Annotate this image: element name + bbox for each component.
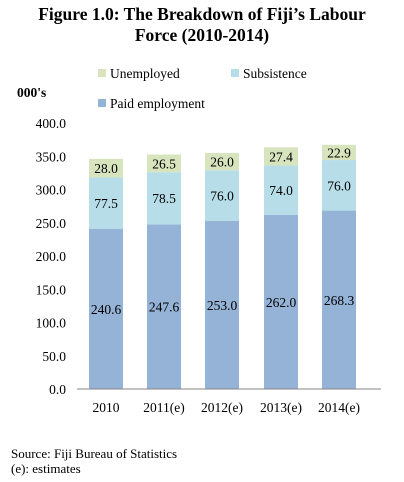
legend-swatch-paid-employment — [98, 99, 106, 107]
data-label-subsistence-2011-e: 78.5 — [152, 191, 176, 206]
bar-series — [89, 144, 356, 389]
source-line: Source: Fiji Bureau of Statistics — [11, 446, 178, 461]
data-label-unemployed-2013-e: 27.4 — [269, 149, 293, 164]
bar-subsistence-2014-e — [322, 160, 356, 211]
y-tick-label-300-0: 300.0 — [36, 183, 67, 198]
data-label-unemployed-2014-e: 22.9 — [327, 145, 351, 160]
bar-unemployed-2010 — [89, 158, 123, 178]
x-tick-label-2010: 2010 — [93, 400, 120, 415]
chart-source-note: Source: Fiji Bureau of Statistics (e): e… — [11, 446, 177, 476]
y-tick-label-250-0: 250.0 — [36, 216, 67, 231]
bar-paid-employment-2010 — [89, 229, 123, 389]
chart-title-line-1: Figure 1.0: The Breakdown of Fiji’s Labo… — [38, 4, 366, 24]
legend-swatch-unemployed — [98, 69, 106, 77]
bar-subsistence-2012-e — [205, 170, 239, 221]
data-label-subsistence-2012-e: 76.0 — [210, 188, 234, 203]
x-axis-ticks: 2010 2011(e) 2012(e) 2013(e) 2014(e) — [93, 400, 360, 415]
bar-subsistence-2011-e — [147, 172, 181, 225]
y-tick-label-150-0: 150.0 — [36, 282, 67, 297]
chart-title: Figure 1.0: The Breakdown of Fiji’s Labo… — [0, 4, 404, 46]
y-tick-label-400-0: 400.0 — [36, 116, 67, 131]
data-label-paid-employment-2014-e: 268.3 — [324, 293, 355, 308]
x-tick-label-2014-e: 2014(e) — [318, 400, 360, 415]
legend-label-unemployed: Unemployed — [110, 66, 180, 81]
bar-data-labels: 240.6 77.5 28.0 247.6 78.5 26.5 253.0 76.0 26.0 2… — [91, 145, 355, 317]
estimates-note: (e): estimates — [11, 461, 81, 476]
y-axis-ticks: 0.0 50.0 100.0 150.0 200.0 250.0 300.0 350.0 400… — [36, 116, 67, 397]
y-tick-label-100-0: 100.0 — [36, 316, 67, 331]
bar-unemployed-2011-e — [147, 154, 181, 173]
y-tick-label-350-0: 350.0 — [36, 149, 67, 164]
data-label-unemployed-2010: 28.0 — [94, 161, 118, 176]
y-tick-label-50-0: 50.0 — [42, 349, 66, 364]
data-label-subsistence-2014-e: 76.0 — [327, 178, 351, 193]
legend-label-paid-employment: Paid employment — [110, 96, 205, 111]
bar-unemployed-2013-e — [264, 147, 298, 166]
bar-paid-employment-2012-e — [205, 220, 239, 389]
x-tick-label-2012-e: 2012(e) — [201, 400, 243, 415]
bar-paid-employment-2011-e — [147, 224, 181, 389]
bar-subsistence-2013-e — [264, 165, 298, 215]
data-label-unemployed-2011-e: 26.5 — [152, 156, 176, 171]
y-tick-label-0-0: 0.0 — [49, 382, 66, 397]
y-axis-unit-label: 000's — [17, 85, 46, 100]
chart-legend: Unemployed Subsistence Paid employment — [98, 66, 307, 111]
chart-title-line-2: Force (2010-2014) — [134, 25, 270, 45]
x-tick-label-2013-e: 2013(e) — [260, 400, 302, 415]
data-label-subsistence-2010: 77.5 — [94, 196, 118, 211]
bar-unemployed-2014-e — [322, 144, 356, 161]
data-label-paid-employment-2010: 240.6 — [91, 302, 122, 317]
x-tick-label-2011-e: 2011(e) — [143, 400, 184, 415]
y-tick-label-200-0: 200.0 — [36, 249, 67, 264]
stacked-bar-chart: Unemployed Subsistence Paid employment 0… — [17, 66, 381, 415]
data-label-paid-employment-2012-e: 253.0 — [207, 298, 238, 313]
bar-unemployed-2012-e — [205, 152, 239, 171]
bar-subsistence-2010 — [89, 177, 123, 230]
data-label-paid-employment-2011-e: 247.6 — [149, 300, 180, 315]
data-label-subsistence-2013-e: 74.0 — [269, 183, 293, 198]
data-label-paid-employment-2013-e: 262.0 — [266, 295, 297, 310]
legend-label-subsistence: Subsistence — [243, 66, 307, 81]
bar-paid-employment-2014-e — [322, 210, 356, 389]
legend-swatch-subsistence — [231, 69, 239, 77]
data-label-unemployed-2012-e: 26.0 — [210, 155, 234, 170]
bar-paid-employment-2013-e — [264, 214, 298, 389]
